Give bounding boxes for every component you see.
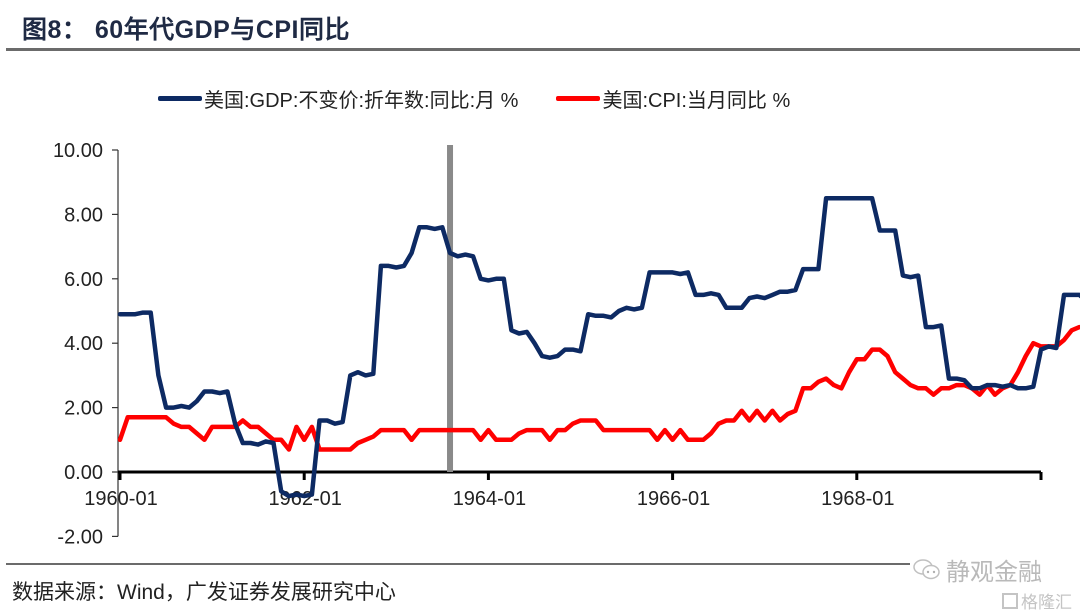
- legend-label-cpi: 美国:CPI:当月同比 %: [602, 90, 791, 112]
- y-tick-label: 0.00: [64, 462, 103, 484]
- y-tick-label: 6.00: [64, 269, 103, 291]
- x-tick-label: 1968-01: [821, 488, 894, 510]
- line-chart: 10.00 8.00 6.00 4.00 2.00 0.00 -2.00 1960-01 19…: [53, 140, 1080, 548]
- chart-legend: 美国:GDP:不变价:折年数:同比:月 % 美国:CPI:当月同比 %: [158, 84, 828, 113]
- y-tick-label: -2.00: [57, 526, 103, 548]
- y-tick-label: 2.00: [64, 398, 103, 420]
- legend-label-gdp: 美国:GDP:不变价:折年数:同比:月 %: [204, 90, 519, 112]
- y-axis: 10.00 8.00 6.00 4.00 2.00 0.00 -2.00: [53, 140, 119, 548]
- y-tick-label: 8.00: [64, 204, 103, 226]
- vertical-marker-bar: [447, 145, 454, 472]
- source-note: 数据来源：Wind，广发证券发展研究中心: [12, 581, 396, 604]
- title-underline: [6, 48, 1080, 51]
- footer-rule: [6, 563, 1042, 565]
- x-tick-label: 1966-01: [637, 488, 710, 510]
- y-tick-label: 4.00: [64, 333, 103, 355]
- watermark: 静观金融: [910, 552, 1044, 587]
- series-line-cpi: [117, 324, 1080, 452]
- x-tick-label: 1960-01: [84, 488, 157, 510]
- wechat-icon: [913, 558, 940, 579]
- figure-title: 图8： 60年代GDP与CPI同比: [22, 16, 351, 44]
- watermark-2: 格隆汇: [1002, 588, 1072, 613]
- legend-swatch-gdp: [158, 96, 202, 101]
- y-tick-label: 10.00: [53, 140, 103, 162]
- series-line-gdp: [117, 196, 1080, 499]
- gelonghui-logo-icon: [1002, 592, 1018, 609]
- series-lines: [117, 196, 1080, 499]
- legend-item-cpi: 美国:CPI:当月同比 %: [556, 84, 790, 113]
- x-tick-label: 1964-01: [453, 488, 526, 510]
- x-axis: 1960-01 1962-01 1964-01 1966-01 1968-01: [84, 470, 1043, 510]
- legend-swatch-cpi: [556, 96, 601, 101]
- legend-item-gdp: 美国:GDP:不变价:折年数:同比:月 %: [158, 84, 518, 113]
- watermark-text: 静观金融: [946, 559, 1042, 586]
- watermark-2-text: 格隆汇: [1021, 593, 1072, 612]
